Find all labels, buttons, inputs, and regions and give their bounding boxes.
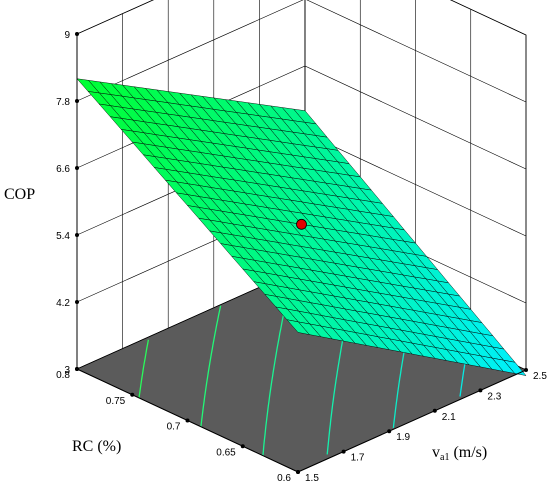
y-tick-label: 0.8 [56,370,70,381]
y-tick-label: 0.75 [106,396,126,407]
z-tick-label: 4.2 [56,298,70,309]
z-tick-label: 9 [64,30,70,41]
x-tick-label: 1.7 [351,453,365,464]
x-axis-title-unit: (m/s) [449,444,487,461]
contour-line [138,339,150,398]
y-tick-dot [240,444,245,449]
z-tick-dot [75,300,79,304]
contour-line [200,305,222,427]
x-tick-dot [478,388,483,393]
x-tick-label: 1.5 [305,473,319,484]
z-tick-label: 7.8 [56,97,70,108]
x-tick-label: 2.1 [442,412,456,423]
x-tick-label: 2.5 [533,371,547,382]
y-tick-dot [130,392,135,397]
y-tick-dot [296,470,300,474]
z-tick-dot [75,99,79,103]
y-tick-dot [75,367,79,371]
x-axis-title: va1 (m/s) [432,444,487,463]
x-tick-label: 2.3 [487,391,501,402]
z-tick-label: 3 [64,365,70,376]
wall-gridline-z [76,0,527,103]
x-tick-dot [387,429,392,434]
x-tick-dot [341,449,346,454]
y-tick-label: 0.7 [167,422,181,433]
z-tick-dot [75,32,79,36]
z-tick-dot [75,233,79,237]
z-tick-dot [75,166,79,170]
x-tick-label: 1.9 [396,432,410,443]
x-axis-line [297,369,527,473]
y-axis-title: RC (%) [72,438,121,455]
response-surface [76,78,527,376]
z-tick-label: 6.6 [56,164,70,175]
wall-gridline-z [76,0,527,36]
x-tick-dot [432,408,437,413]
x-axis-title-sub: a1 [440,452,449,463]
surface-cell [286,319,311,335]
design-point [296,218,307,230]
y-tick-dot [185,418,190,423]
z-axis-title: COP [4,186,35,203]
x-axis-title-main: v [432,444,440,461]
y-tick-label: 0.65 [216,447,236,458]
x-tick-dot [524,368,528,372]
y-tick-label: 0.6 [277,473,291,484]
tick-labels: 3 4.2 5.4 6.6 7.8 9 1.5 1.7 1.9 2.1 2.3 2.5 0.6 0.65 0… [56,30,547,484]
z-tick-label: 5.4 [56,231,70,242]
